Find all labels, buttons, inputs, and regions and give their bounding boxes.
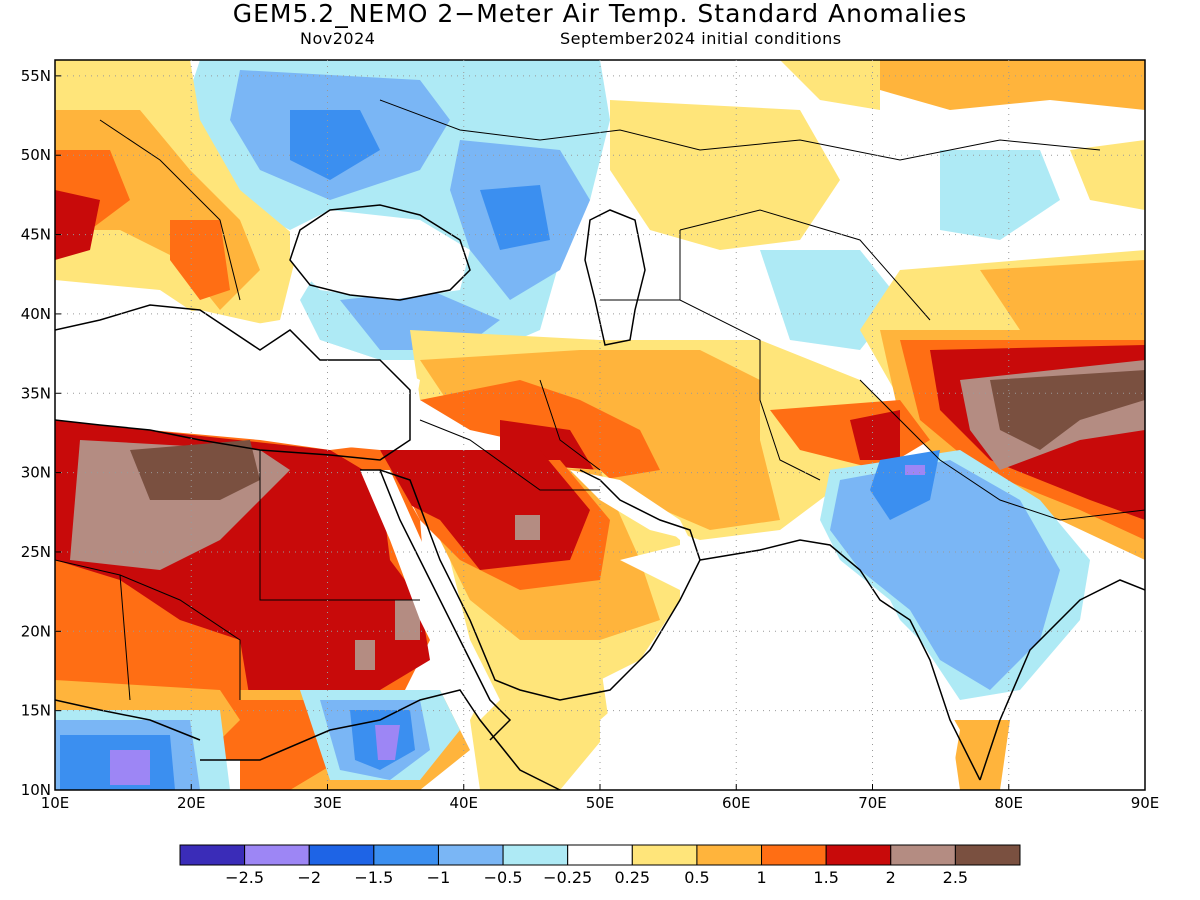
colorbar-swatch [825, 844, 892, 866]
colorbar-swatch [631, 844, 698, 866]
lon-tick-label: 60E [722, 794, 751, 812]
lat-tick-label: 45N [21, 226, 51, 244]
axis-labels: 10N 15N 20N 25N 30N 35N 40N 45N 50N 55N 10E 20E 30E 4… [21, 67, 1160, 812]
lat-tick-label: 30N [21, 464, 51, 482]
anomaly-field [55, 60, 1145, 790]
arabian-sea [600, 540, 960, 790]
colorbar-swatch [954, 844, 1021, 866]
lat-tick-label: 35N [21, 384, 51, 402]
colorbar-label: 0.5 [684, 868, 709, 887]
colorbar-swatch [567, 844, 633, 866]
colorbar-swatch [244, 844, 310, 866]
lat-tick-label: 15N [21, 702, 51, 720]
caspian-sea [590, 215, 640, 340]
central-asia-warm [610, 100, 840, 250]
graticule [54, 60, 1146, 791]
colorbar-swatch [179, 844, 246, 866]
colorbar-swatch [437, 844, 504, 866]
colorbar-label: −2.5 [225, 868, 264, 887]
lat-tick-label: 55N [21, 67, 51, 85]
colorbar-swatch [373, 844, 439, 866]
colorbar-label: −2 [297, 868, 321, 887]
lon-tick-label: 80E [994, 794, 1023, 812]
red-sea [360, 470, 500, 720]
colorbar-swatch [890, 844, 956, 866]
lat-tick-label: 25N [21, 543, 51, 561]
colorbar-label: 2 [886, 868, 896, 887]
lon-tick-label: 20E [177, 794, 206, 812]
colorbar-swatch [696, 844, 763, 866]
lon-tick-label: 70E [858, 794, 887, 812]
colorbar-label: 1.5 [813, 868, 838, 887]
mediterranean-sea [55, 310, 420, 450]
lon-tick-label: 40E [449, 794, 478, 812]
colorbar-swatch [502, 844, 569, 866]
black-sea [290, 210, 470, 300]
colorbar-labels: −2.5 −2 −1.5 −1 −0.5 −0.25 0.25 0.5 1 1.5 2 2.5 [225, 868, 968, 887]
colorbar-label: −0.5 [484, 868, 523, 887]
borders [55, 99, 1145, 701]
colorbar-swatch [308, 844, 375, 866]
lat-tick-label: 20N [21, 622, 51, 640]
lon-tick-label: 30E [313, 794, 342, 812]
colorbar-label: 0.25 [614, 868, 650, 887]
lon-tick-label: 50E [586, 794, 615, 812]
colorbar-label: 2.5 [943, 868, 968, 887]
initial-conditions: September2024 initial conditions [560, 29, 842, 48]
map-title: GEM5.2_NEMO 2−Meter Air Temp. Standard A… [232, 0, 968, 28]
colorbar-label: −1.5 [354, 868, 393, 887]
lat-tick-label: 10N [21, 781, 51, 799]
colorbar-label: −0.25 [543, 868, 592, 887]
lat-tick-label: 40N [21, 305, 51, 323]
colorbar-label: 1 [756, 868, 766, 887]
colorbar-label: −1 [427, 868, 451, 887]
forecast-month: Nov2024 [300, 29, 376, 48]
colorbar [179, 844, 1021, 866]
lon-tick-label: 10E [41, 794, 70, 812]
lon-tick-label: 90E [1131, 794, 1160, 812]
lat-tick-label: 50N [21, 146, 51, 164]
colorbar-swatch [761, 844, 827, 866]
